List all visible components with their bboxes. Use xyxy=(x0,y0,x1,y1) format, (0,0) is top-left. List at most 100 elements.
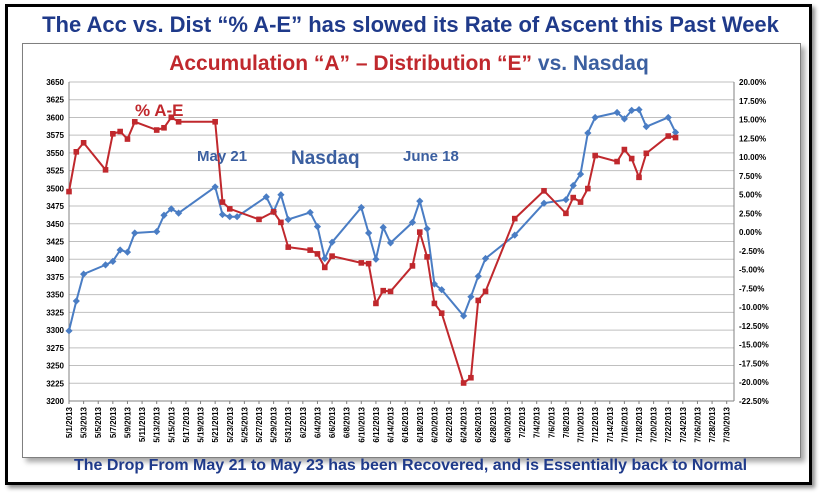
data-point-a-e xyxy=(541,188,547,194)
data-point-a-e xyxy=(460,380,467,386)
data-point-a-e xyxy=(168,114,175,121)
data-point-a-e xyxy=(643,150,650,157)
data-point-a-e xyxy=(380,287,387,294)
x-tick-label: 7/6/2013 xyxy=(547,406,556,438)
data-point-nasdaq xyxy=(569,181,577,190)
chart-title-part1: Accumulation “A” – Distribution “E” xyxy=(169,52,532,75)
data-point-a-e xyxy=(592,152,598,159)
data-point-a-e xyxy=(226,206,233,212)
x-tick-label: 6/2/2013 xyxy=(299,406,308,438)
data-point-a-e xyxy=(373,300,379,307)
left-tick-label: 3425 xyxy=(46,238,64,247)
left-tick-label: 3225 xyxy=(46,379,64,388)
data-point-a-e xyxy=(475,297,482,304)
data-point-nasdaq xyxy=(277,191,285,199)
right-tick-label: 17.50% xyxy=(739,97,766,106)
data-point-nasdaq xyxy=(613,108,621,117)
data-point-nasdaq xyxy=(211,183,219,191)
left-tick-label: 3400 xyxy=(46,255,64,264)
x-tick-label: 6/8/2013 xyxy=(343,406,352,438)
page-footer: The Drop From May 21 to May 23 has been … xyxy=(73,457,748,474)
x-tick-label: 5/15/2013 xyxy=(167,406,176,442)
series-line-nasdaq xyxy=(68,108,677,332)
data-point-nasdaq xyxy=(423,225,431,233)
x-tick-label: 7/8/2013 xyxy=(562,406,571,438)
left-tick-label: 3525 xyxy=(46,167,64,176)
x-tick-label: 5/7/2013 xyxy=(109,406,118,438)
data-point-a-e xyxy=(278,219,284,226)
x-tick-label: 5/29/2013 xyxy=(270,406,279,442)
right-tick-label: -22.50% xyxy=(739,397,769,406)
right-tick-label: -12.50% xyxy=(739,322,769,331)
data-point-a-e xyxy=(672,134,679,141)
data-point-a-e xyxy=(665,133,672,139)
data-point-a-e xyxy=(614,158,620,165)
x-tick-label: 7/18/2013 xyxy=(635,406,644,442)
data-point-nasdaq xyxy=(584,129,592,137)
data-point-nasdaq xyxy=(635,106,643,114)
x-tick-label: 6/20/2013 xyxy=(430,406,439,442)
data-point-a-e xyxy=(102,167,109,173)
chart-container: Accumulation “A” – Distribution “E” vs. … xyxy=(22,43,801,458)
data-point-nasdaq xyxy=(284,215,292,224)
x-tick-label: 7/30/2013 xyxy=(723,406,732,442)
data-point-a-e xyxy=(628,155,635,162)
right-tick-label: 5.00% xyxy=(739,191,762,200)
data-point-a-e xyxy=(161,124,167,131)
data-point-a-e xyxy=(387,288,394,295)
data-point-nasdaq xyxy=(226,213,234,221)
series-layer xyxy=(65,106,680,386)
x-tick-label: 5/5/2013 xyxy=(94,406,103,438)
chart-title: Accumulation “A” – Distribution “E” vs. … xyxy=(169,52,649,75)
x-tick-label: 5/1/2013 xyxy=(65,406,74,438)
x-tick-label: 6/26/2013 xyxy=(474,406,483,442)
data-point-a-e xyxy=(365,260,372,267)
x-tick-label: 5/9/2013 xyxy=(123,406,132,438)
data-point-a-e xyxy=(577,199,584,205)
data-point-a-e xyxy=(482,288,489,295)
data-point-a-e xyxy=(285,244,292,250)
data-point-nasdaq xyxy=(511,231,519,239)
x-tick-label: 6/12/2013 xyxy=(372,406,381,442)
data-point-a-e xyxy=(124,136,131,142)
data-point-nasdaq xyxy=(372,255,380,263)
data-point-a-e xyxy=(110,130,116,137)
data-point-a-e xyxy=(424,254,430,260)
data-point-nasdaq xyxy=(167,205,175,213)
page-headline: The Acc vs. Dist “% A-E” has slowed its … xyxy=(42,12,779,37)
data-point-a-e xyxy=(321,264,328,271)
data-point-a-e xyxy=(621,146,628,153)
right-tick-label: -10.00% xyxy=(739,303,769,312)
data-point-nasdaq xyxy=(416,197,424,205)
x-tick-label: 7/20/2013 xyxy=(650,406,659,442)
data-point-nasdaq xyxy=(386,239,395,247)
data-point-nasdaq xyxy=(430,280,438,288)
data-point-nasdaq xyxy=(540,199,548,207)
right-tick-label: 20.00% xyxy=(739,78,766,87)
data-point-a-e xyxy=(511,215,518,222)
x-tick-label: 5/17/2013 xyxy=(182,406,191,442)
left-tick-label: 3650 xyxy=(46,78,64,87)
data-point-nasdaq xyxy=(671,128,680,136)
data-point-nasdaq xyxy=(664,113,672,122)
x-tick-label: 5/13/2013 xyxy=(153,406,162,442)
right-tick-label: 2.50% xyxy=(739,209,762,218)
data-point-nasdaq xyxy=(80,270,88,278)
left-tick-label: 3200 xyxy=(46,397,64,406)
right-tick-label: -17.50% xyxy=(739,359,769,368)
data-point-nasdaq xyxy=(306,208,314,217)
x-tick-label: 6/28/2013 xyxy=(489,406,498,442)
right-tick-label: 15.00% xyxy=(739,116,766,125)
data-point-nasdaq xyxy=(365,229,373,237)
data-point-nasdaq xyxy=(620,115,628,123)
chart-svg: Accumulation “A” – Distribution “E” vs. … xyxy=(46,52,769,443)
data-point-a-e xyxy=(117,128,123,135)
left-tick-label: 3375 xyxy=(46,273,64,282)
x-tick-label: 7/22/2013 xyxy=(664,406,673,442)
data-point-a-e xyxy=(563,210,569,217)
data-point-a-e xyxy=(438,310,445,316)
data-point-nasdaq xyxy=(262,193,270,201)
left-tick-label: 3475 xyxy=(46,202,64,211)
data-point-a-e xyxy=(307,247,313,253)
data-point-nasdaq xyxy=(379,223,387,231)
